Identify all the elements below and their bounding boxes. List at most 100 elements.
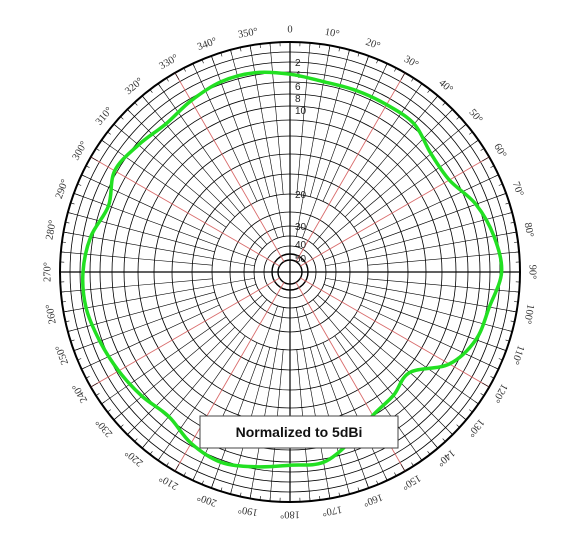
outer-tick: [134, 438, 138, 442]
outer-tick: [514, 301, 519, 303]
outer-tick: [442, 102, 446, 106]
grid-spoke: [174, 282, 285, 472]
angle-tick-label: 0: [287, 24, 292, 35]
outer-tick: [328, 490, 331, 499]
grid-spoke: [360, 174, 499, 240]
grid-spoke: [269, 42, 284, 195]
outer-tick: [220, 52, 223, 57]
outer-tick: [61, 301, 66, 303]
outer-tick: [427, 451, 431, 455]
outer-tick: [400, 72, 406, 80]
outer-tick: [482, 156, 490, 162]
angle-tick-label: 290°: [54, 178, 71, 201]
outer-tick: [338, 47, 341, 52]
outer-tick: [192, 63, 195, 68]
outer-tick: [211, 480, 215, 489]
angle-tick-label: 210°: [158, 472, 181, 492]
outer-tick: [319, 496, 321, 501]
annotation-box: Normalized to 5dBi: [199, 415, 399, 449]
angle-tick-label: 100°: [521, 303, 535, 325]
outer-tick: [201, 59, 204, 64]
outer-tick: [166, 462, 169, 467]
outer-tick: [220, 487, 223, 492]
angle-tick-label: 200°: [196, 491, 219, 508]
angle-tick-label: 250°: [54, 344, 71, 367]
outer-tick: [183, 472, 186, 477]
grid-spoke: [295, 72, 406, 262]
outer-tick: [249, 490, 252, 499]
radial-tick-label: 30: [295, 222, 307, 233]
outer-tick: [498, 193, 507, 197]
outer-tick: [90, 382, 98, 388]
outer-tick: [65, 221, 70, 224]
outer-tick: [348, 49, 350, 54]
angle-tick-label: 190°: [237, 503, 259, 517]
outer-tick: [230, 49, 232, 54]
grid-spoke: [101, 139, 227, 228]
grid-spoke: [312, 299, 439, 449]
grid-spoke: [302, 55, 369, 239]
outer-tick: [73, 347, 82, 351]
angle-tick-label: 130°: [465, 416, 486, 438]
outer-tick: [95, 148, 100, 151]
outer-tick: [411, 462, 414, 467]
outer-tick: [127, 431, 131, 435]
outer-tick: [456, 424, 460, 428]
grid-spoke: [157, 83, 246, 209]
outer-tick: [63, 231, 72, 234]
outer-tick: [174, 72, 180, 80]
outer-tick: [85, 376, 90, 379]
outer-tick: [456, 116, 460, 120]
outer-tick: [107, 131, 111, 135]
grid-spoke: [90, 156, 280, 267]
angle-tick-label: 160°: [362, 491, 385, 508]
outer-tick: [81, 174, 86, 177]
grid-spoke: [365, 291, 513, 332]
radial-tick-label: 20: [295, 190, 307, 201]
angle-tick-label: 230°: [94, 416, 115, 438]
outer-tick: [77, 183, 82, 186]
radial-tick-label: 2: [295, 58, 301, 69]
outer-tick: [508, 231, 517, 234]
grid-spoke: [249, 45, 285, 237]
grid-spoke: [302, 305, 369, 489]
outer-tick: [67, 330, 72, 332]
grid-spoke: [101, 316, 227, 405]
outer-tick: [166, 77, 169, 82]
grid-spoke: [157, 335, 246, 461]
angle-tick-label: 310°: [94, 105, 115, 127]
grid-spoke: [192, 342, 258, 481]
outer-tick: [480, 148, 485, 151]
angle-tick-label: 170°: [321, 503, 343, 517]
grid-spoke: [113, 294, 263, 421]
outer-tick: [411, 77, 414, 82]
grid-spoke: [192, 63, 258, 202]
outer-tick: [419, 456, 423, 461]
outer-tick: [480, 393, 485, 396]
outer-tick: [70, 202, 75, 205]
outer-tick: [442, 438, 446, 442]
outer-tick: [259, 43, 261, 48]
grid-spoke: [353, 139, 479, 228]
grid-spoke: [325, 231, 517, 267]
outer-tick: [498, 358, 503, 361]
outer-tick: [514, 241, 519, 243]
angle-tick-labels: 0 10° 20° 30° 40° 50° 60° 70° 80° 90° 100° 110° 120°…: [42, 24, 537, 519]
outer-tick: [494, 367, 499, 370]
outer-tick: [157, 456, 161, 461]
grid-spoke: [127, 109, 236, 218]
grid-spoke: [295, 307, 331, 499]
outer-tick: [113, 123, 121, 130]
grid-spoke: [63, 231, 255, 267]
grid-spoke: [81, 174, 220, 240]
angle-tick-label: 260°: [44, 303, 58, 325]
grid-spoke: [344, 326, 453, 435]
outer-tick: [81, 367, 86, 370]
outer-tick: [510, 320, 515, 323]
grid-spoke: [90, 277, 280, 388]
outer-tick: [432, 441, 439, 449]
radial-tick-label: 6: [295, 82, 301, 93]
grid-spoke: [353, 316, 479, 405]
angle-tick-label: 240°: [71, 382, 91, 405]
grid-spoke: [174, 72, 285, 262]
